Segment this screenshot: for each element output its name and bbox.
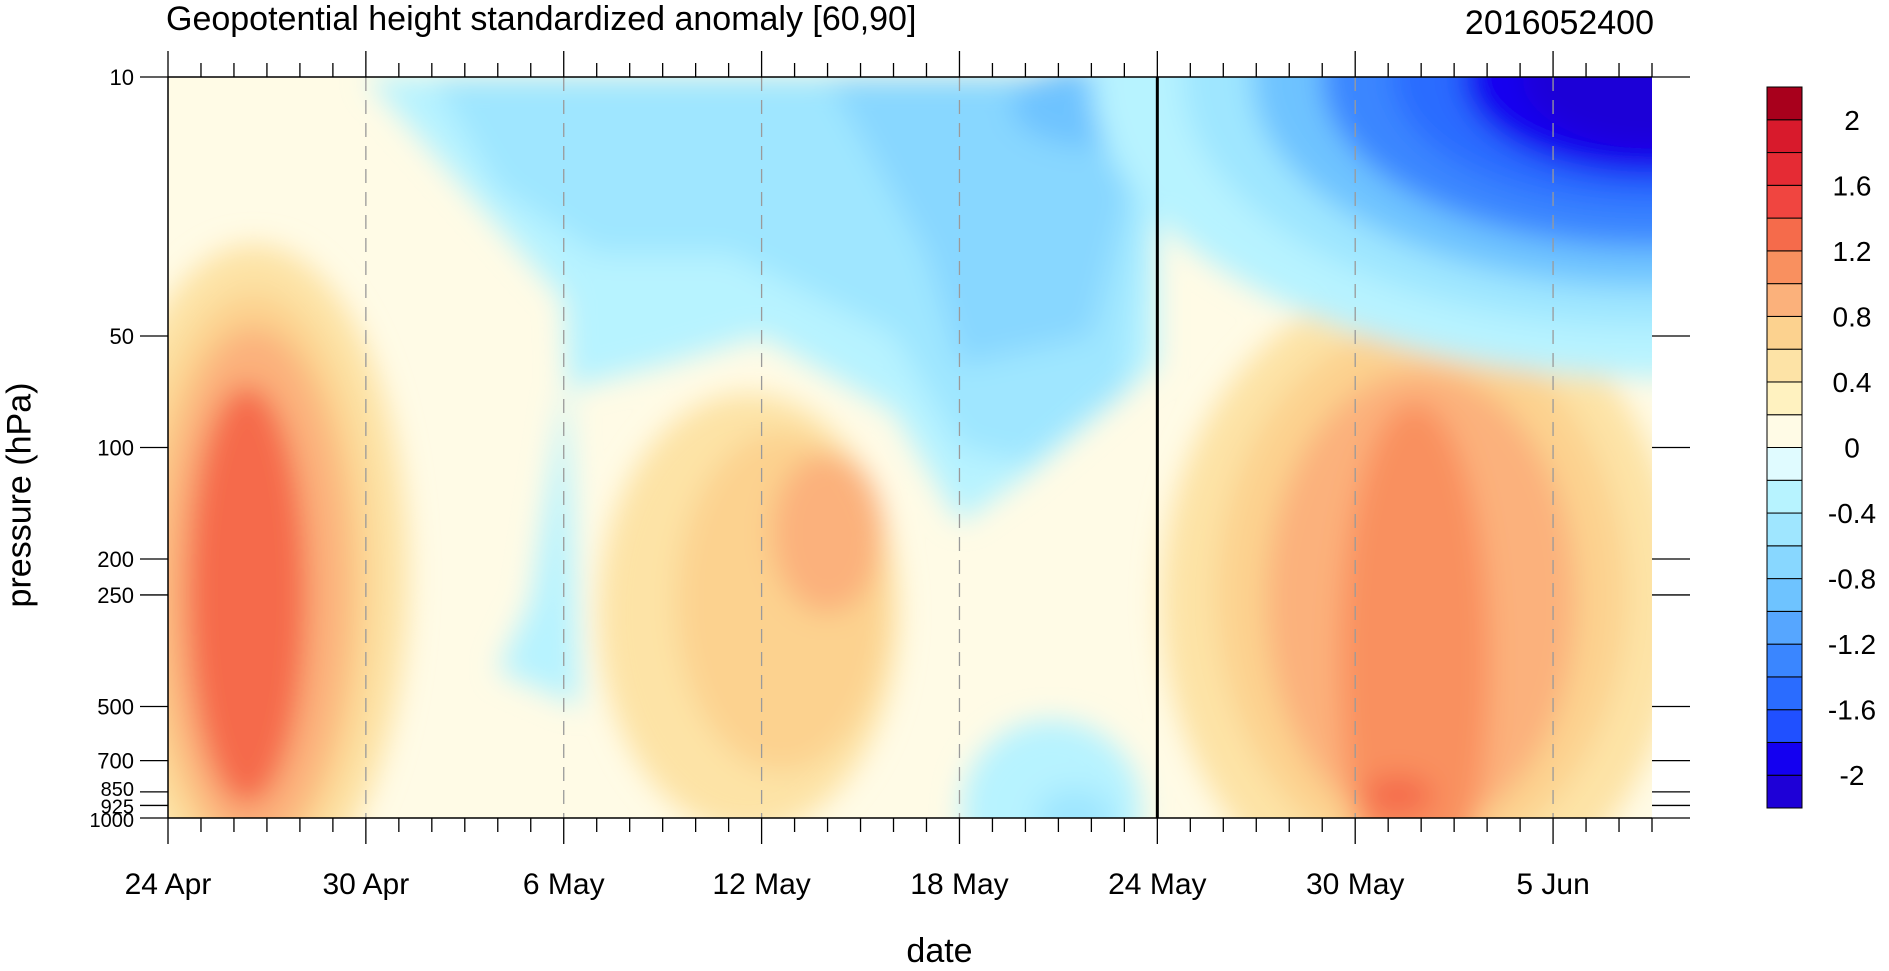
- field-blobs: [168, 77, 1652, 818]
- colorbar-box-21: [1766, 86, 1803, 121]
- colorbar-box-9: [1766, 479, 1803, 514]
- y-tick-label-3: 200: [97, 547, 134, 572]
- colorbar-label-0: -2: [1840, 760, 1865, 791]
- colorbar-box-4: [1766, 643, 1803, 678]
- colorbar-box-20: [1766, 119, 1803, 154]
- y-tick-label-1: 50: [110, 324, 134, 349]
- x-tick-label-2: 6 May: [523, 868, 605, 901]
- y-tick-label-4: 250: [97, 583, 134, 608]
- colorbar-box-3: [1766, 676, 1803, 711]
- colorbar-box-10: [1766, 447, 1803, 481]
- colorbar-label-3: -0.8: [1828, 564, 1876, 595]
- x-axis: 24 Apr 30 Apr 6 May 12 May 18 May 24 May 30 Ma…: [125, 51, 1653, 901]
- colorbar-label-4: -0.4: [1828, 498, 1876, 529]
- x-tick-label-0: 24 Apr: [125, 868, 212, 901]
- x-axis-label-text: date: [906, 932, 973, 970]
- x-tick-label-1: 30 Apr: [322, 868, 409, 901]
- blob-jun-w5: [1363, 775, 1434, 816]
- chart-subtitle: 2016052400: [1464, 4, 1654, 42]
- colorbar-box-1: [1766, 741, 1803, 776]
- colorbar-label-7: 0.8: [1833, 301, 1872, 332]
- colorbar-box-12: [1766, 381, 1803, 416]
- colorbar-label-9: 1.6: [1833, 170, 1872, 201]
- blob-apr-w4: [187, 384, 308, 805]
- colorbar-label-5: 0: [1844, 433, 1860, 464]
- blob-may-neg3: [827, 77, 1158, 366]
- x-tick-label-7: 5 Jun: [1516, 868, 1589, 901]
- colorbar-box-16: [1766, 250, 1803, 285]
- blob-jun-w4: [1339, 402, 1490, 818]
- x-tick-label-4: 18 May: [910, 868, 1008, 901]
- y-tick-label-8: 925: [101, 796, 134, 818]
- colorbar-box-0: [1766, 774, 1803, 809]
- blob-ur7: [1522, 77, 1652, 147]
- x-tick-label-3: 12 May: [712, 868, 810, 901]
- y-tick-label-6: 700: [97, 749, 134, 774]
- y-tick-label-5: 500: [97, 694, 134, 719]
- colorbar-box-8: [1766, 512, 1803, 547]
- blob-may-w3: [772, 452, 883, 613]
- colorbar-box-15: [1766, 283, 1803, 317]
- y-tick-label-7: 850: [101, 779, 134, 801]
- colorbar-box-6: [1766, 578, 1803, 612]
- blob-low-neg2: [1034, 788, 1115, 818]
- x-axis-label: date: [0, 932, 1889, 971]
- colorbar-label-8: 1.2: [1833, 236, 1872, 267]
- colorbar-box-11: [1766, 414, 1803, 448]
- colorbar-label-6: 0.4: [1833, 367, 1872, 398]
- colorbar-box-5: [1766, 610, 1803, 645]
- colorbar-label-10: 2: [1844, 105, 1860, 136]
- y-tick-label-0: 10: [110, 65, 134, 90]
- colorbar-box-14: [1766, 315, 1803, 350]
- y-tick-label-2: 100: [97, 436, 134, 461]
- chart-title: Geopotential height standardized anomaly…: [166, 0, 917, 38]
- colorbar-box-7: [1766, 545, 1803, 580]
- colorbar-label-2: -1.2: [1828, 629, 1876, 660]
- colorbar-box-17: [1766, 217, 1803, 252]
- colorbar-box-2: [1766, 709, 1803, 743]
- x-tick-label-6: 30 May: [1306, 868, 1404, 901]
- colorbar-box-19: [1766, 152, 1803, 186]
- y-axis-label: pressure (hPa): [0, 382, 39, 608]
- colorbar: -2 -1.6 -1.2 -0.8 -0.4 0 0.4 0.8 1.2 1.6 2: [1766, 86, 1876, 809]
- colorbar-label-1: -1.6: [1828, 695, 1876, 726]
- gridlines: [365, 77, 1554, 818]
- x-tick-label-5: 24 May: [1108, 868, 1206, 901]
- contour-field: [168, 77, 1652, 818]
- y-tick-label-9: 1000: [90, 810, 135, 832]
- colorbar-box-13: [1766, 348, 1803, 383]
- colorbar-box-18: [1766, 184, 1803, 219]
